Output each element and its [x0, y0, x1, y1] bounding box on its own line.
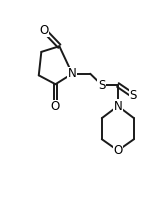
Text: S: S [130, 89, 137, 102]
Text: S: S [98, 79, 105, 92]
Text: N: N [114, 100, 122, 113]
Text: O: O [113, 144, 123, 157]
Text: N: N [68, 67, 77, 80]
Text: O: O [51, 100, 60, 113]
Text: O: O [39, 24, 48, 37]
